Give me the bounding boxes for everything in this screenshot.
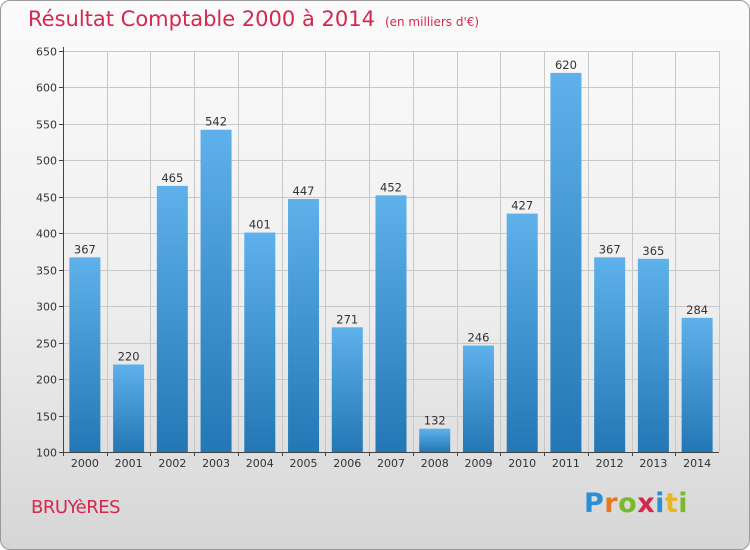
y-tick-label: 200 bbox=[36, 374, 57, 387]
y-tick-label: 250 bbox=[36, 338, 57, 351]
y-tick-label: 400 bbox=[36, 228, 57, 241]
value-label: 132 bbox=[424, 414, 446, 428]
value-label: 542 bbox=[205, 115, 227, 129]
bars: 367 220 465 542 401 447 271 452 132 246 427 620 367 3… bbox=[69, 58, 713, 453]
bar bbox=[637, 258, 669, 452]
bar bbox=[113, 364, 145, 452]
chart-title: Résultat Comptable 2000 à 2014 (en millie… bbox=[28, 7, 479, 31]
value-label: 620 bbox=[555, 58, 577, 72]
y-tick-label: 650 bbox=[36, 46, 57, 59]
x-tick-label: 2003 bbox=[202, 457, 230, 470]
proxiti-logo: Proxiti bbox=[584, 488, 688, 519]
x-tick-label: 2013 bbox=[639, 457, 667, 470]
x-tick-label: 2009 bbox=[464, 457, 492, 470]
y-tick-label: 550 bbox=[36, 119, 57, 132]
value-label: 465 bbox=[161, 171, 183, 185]
y-tick-label: 450 bbox=[36, 192, 57, 205]
x-tick-label: 2001 bbox=[115, 457, 143, 470]
x-tick-label: 2004 bbox=[246, 457, 274, 470]
x-tick-label: 2002 bbox=[158, 457, 186, 470]
bar bbox=[550, 72, 582, 452]
bar bbox=[200, 129, 232, 452]
value-label: 367 bbox=[74, 242, 96, 256]
y-tick-label: 100 bbox=[36, 447, 57, 460]
y-tick-label: 150 bbox=[36, 411, 57, 424]
logo-letter: i bbox=[678, 488, 689, 519]
y-tick-label: 500 bbox=[36, 155, 57, 168]
bar bbox=[462, 345, 494, 452]
bar bbox=[375, 195, 407, 453]
value-label: 367 bbox=[599, 242, 621, 256]
bar bbox=[244, 232, 276, 452]
value-label: 452 bbox=[380, 180, 402, 194]
chart-subtitle: (en milliers d'€) bbox=[384, 15, 480, 29]
value-label: 447 bbox=[293, 184, 315, 198]
value-label: 271 bbox=[336, 312, 358, 326]
bar bbox=[288, 199, 320, 452]
logo-letter: P bbox=[584, 488, 605, 519]
axes: 100 150 200 250 300 350 400 450 500 550 600 650 2000… bbox=[36, 46, 719, 470]
x-tick-label: 2014 bbox=[683, 457, 711, 470]
chart-title-text: Résultat Comptable 2000 à 2014 bbox=[28, 7, 375, 31]
bar bbox=[594, 257, 626, 452]
y-tick-label: 300 bbox=[36, 301, 57, 314]
bar bbox=[156, 185, 188, 452]
logo-letter: o bbox=[618, 488, 638, 519]
value-label: 427 bbox=[511, 199, 533, 213]
value-label: 284 bbox=[686, 303, 708, 317]
logo-letter: x bbox=[637, 488, 656, 519]
bar bbox=[681, 317, 713, 452]
bar bbox=[69, 257, 101, 452]
x-tick-label: 2010 bbox=[508, 457, 536, 470]
value-label: 220 bbox=[118, 350, 140, 364]
x-tick-label: 2005 bbox=[290, 457, 318, 470]
logo-letter: r bbox=[604, 488, 619, 519]
x-tick-label: 2007 bbox=[377, 457, 405, 470]
value-label: 246 bbox=[467, 331, 489, 345]
y-tick-label: 350 bbox=[36, 265, 57, 278]
bar bbox=[419, 428, 451, 452]
logo-letter: t bbox=[664, 488, 679, 519]
x-tick-label: 2011 bbox=[552, 457, 580, 470]
bar bbox=[331, 327, 363, 452]
logo-letter: i bbox=[655, 488, 665, 519]
x-tick-label: 2012 bbox=[596, 457, 624, 470]
y-tick-label: 600 bbox=[36, 82, 57, 95]
value-label: 365 bbox=[642, 244, 664, 258]
x-tick-label: 2008 bbox=[421, 457, 449, 470]
x-tick-label: 2006 bbox=[333, 457, 361, 470]
place-name: BRUYèRES bbox=[31, 497, 121, 518]
bar bbox=[506, 213, 538, 452]
value-label: 401 bbox=[249, 218, 271, 232]
x-tick-label: 2000 bbox=[71, 457, 99, 470]
